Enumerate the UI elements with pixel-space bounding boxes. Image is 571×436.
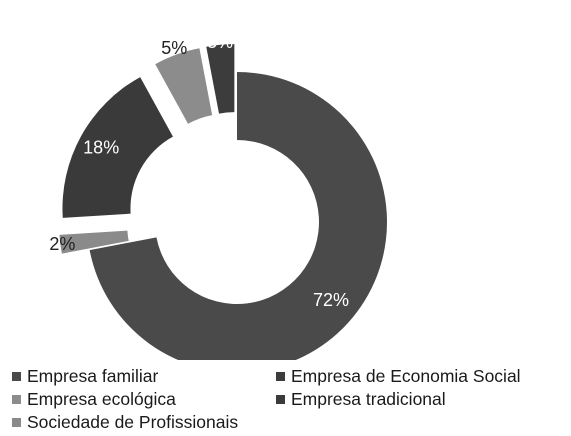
donut-slice-label: 5% [161,38,187,58]
legend-item-empresa-tradicional: Empresa tradicional [276,388,446,410]
legend-swatch [12,394,21,404]
donut-slice [89,72,387,360]
legend-swatch [12,417,21,427]
legend-label: Empresa familiar [27,366,159,386]
donut-slice-label: 2% [49,234,75,254]
legend-item-sociedade-de-profissionais: Sociedade de Profissionais [12,411,238,433]
legend-item-empresa-ecologica: Empresa ecológica [12,388,176,410]
legend-label: Empresa tradicional [291,389,446,409]
donut-chart: 72% 3% 5% 18% 2% [49,32,387,360]
legend-swatch [12,371,21,381]
chart-legend: Empresa familiar Empresa de Economia Soc… [12,362,571,436]
donut-slice [59,230,129,254]
donut-slice [206,44,235,114]
donut-slice-label: 18% [83,137,119,157]
legend-item-empresa-de-economia-social: Empresa de Economia Social [276,365,521,387]
legend-label: Sociedade de Profissionais [27,412,239,432]
legend-label: Empresa de Economia Social [291,366,521,386]
donut-slice-labels: 72% 3% 5% 18% 2% [49,32,349,310]
legend-swatch [276,394,285,404]
legend-swatch [276,371,285,381]
donut-slice-label: 3% [207,32,233,52]
legend-item-empresa-familiar: Empresa familiar [12,365,158,387]
donut-slice-label: 72% [313,290,349,310]
legend-label: Empresa ecológica [27,389,176,409]
donut-slice [62,77,173,218]
donut-slices [59,44,387,360]
donut-slice [155,48,213,124]
